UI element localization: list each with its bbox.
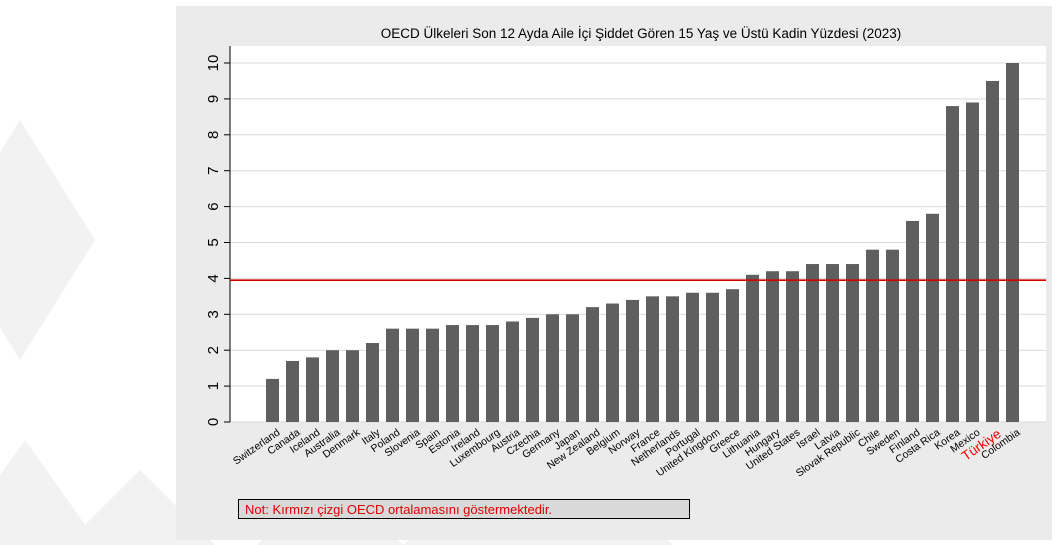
bar	[826, 264, 839, 422]
bar	[866, 249, 879, 422]
bar	[786, 271, 799, 422]
bar	[566, 314, 579, 422]
bar	[746, 274, 759, 422]
bar	[386, 328, 399, 422]
bar	[806, 264, 819, 422]
bar	[646, 296, 659, 422]
y-tick-label: 8	[205, 131, 222, 139]
bar	[426, 328, 439, 422]
bar	[886, 249, 899, 422]
bar	[366, 343, 379, 422]
bar	[726, 289, 739, 422]
chart-note: Not: Kırmızı çizgi OECD ortalamasını gös…	[238, 499, 690, 519]
chart-title: OECD Ülkeleri Son 12 Ayda Aile İçi Şidde…	[381, 26, 902, 41]
bar	[666, 296, 679, 422]
bar	[586, 307, 599, 422]
bar	[766, 271, 779, 422]
y-tick-label: 6	[205, 202, 222, 210]
y-tick-label: 1	[205, 382, 222, 390]
bar	[466, 325, 479, 422]
y-tick-label: 7	[205, 167, 222, 175]
y-tick-label: 5	[205, 238, 222, 246]
y-tick-label: 9	[205, 95, 222, 103]
bar	[506, 321, 519, 422]
y-tick-label: 10	[205, 55, 222, 72]
bar	[266, 378, 279, 422]
bar	[986, 80, 999, 422]
bar	[926, 213, 939, 422]
bar	[626, 299, 639, 422]
bar	[706, 292, 719, 422]
bar	[446, 325, 459, 422]
bar	[546, 314, 559, 422]
bar	[606, 303, 619, 422]
bar	[1006, 63, 1019, 422]
bar	[946, 106, 959, 422]
bar	[966, 102, 979, 423]
y-tick-label: 0	[205, 418, 222, 426]
y-tick-label: 4	[205, 274, 222, 282]
bar	[286, 360, 299, 422]
bar	[346, 350, 359, 422]
bar	[306, 357, 319, 422]
y-tick-label: 2	[205, 346, 222, 354]
bar	[486, 325, 499, 422]
bar	[846, 264, 859, 422]
bar	[906, 220, 919, 422]
bar	[526, 317, 539, 422]
bar	[406, 328, 419, 422]
y-tick-label: 3	[205, 310, 222, 318]
bar	[686, 292, 699, 422]
bar	[326, 350, 339, 422]
